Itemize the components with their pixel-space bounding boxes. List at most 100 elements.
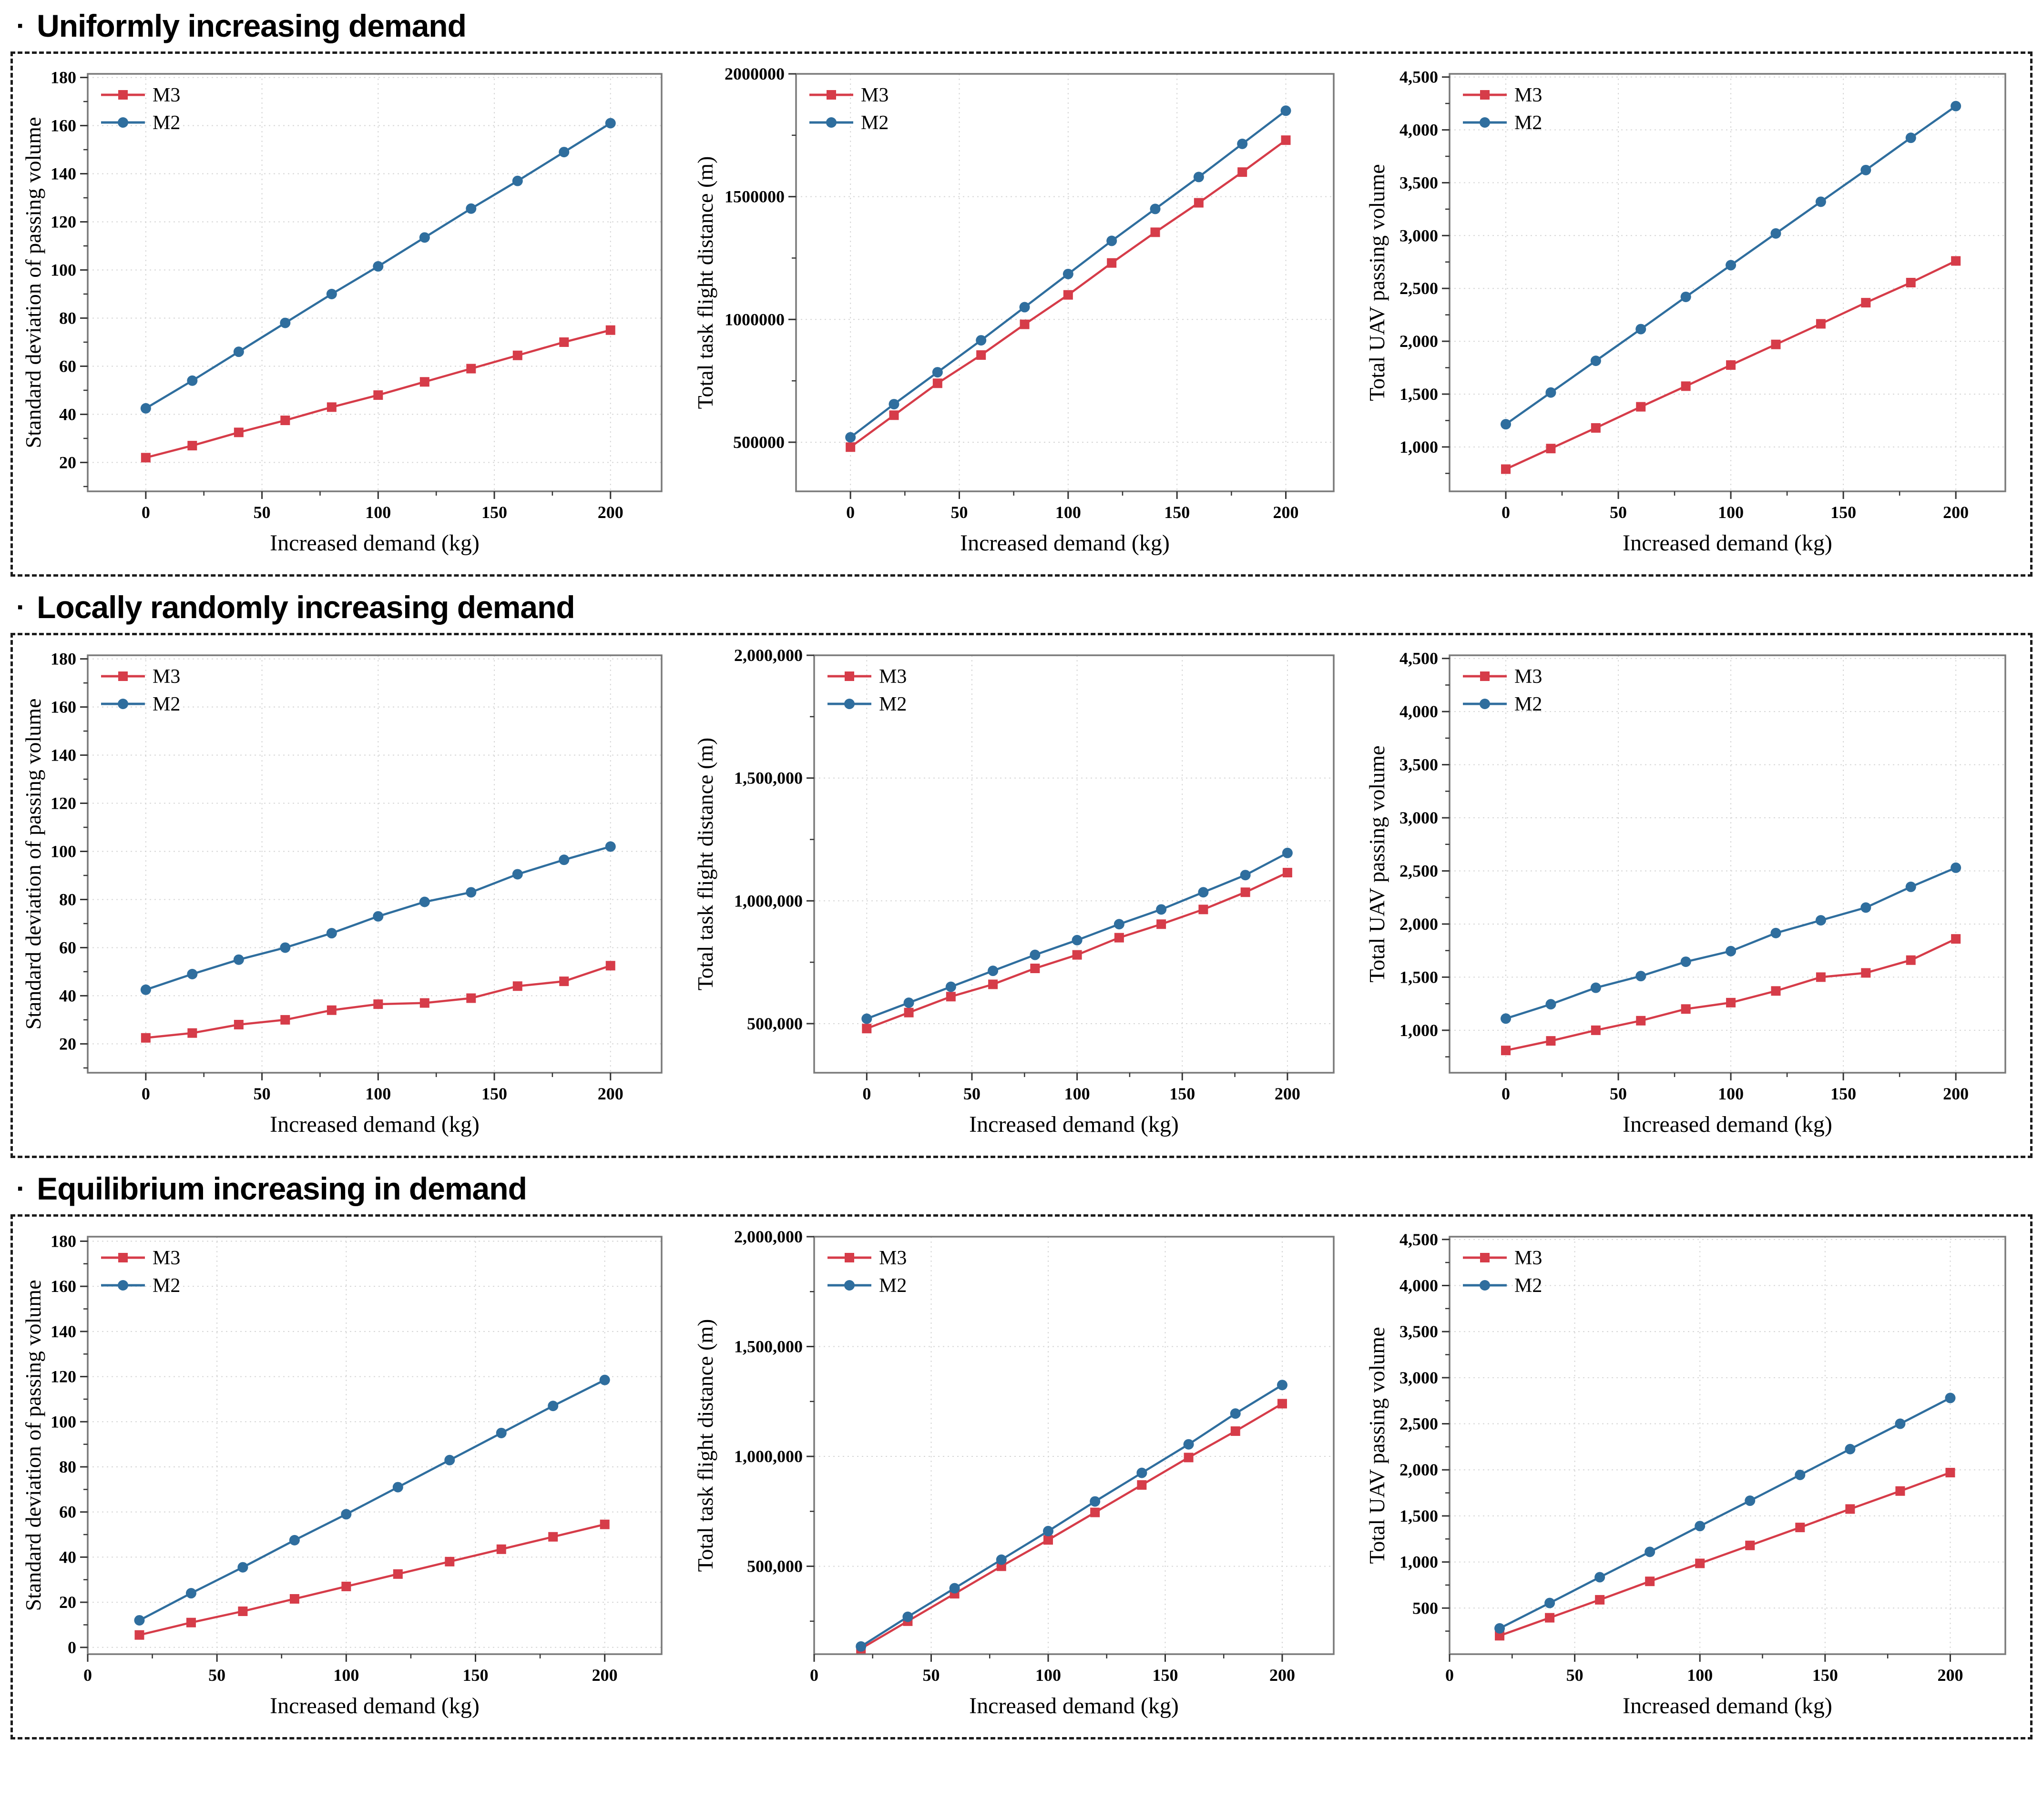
y-axis-title: Total UAV passing volume <box>1365 745 1389 982</box>
x-axis-title: Increased demand (kg) <box>960 530 1170 556</box>
y-axis-title: Standard deviation of passing volume <box>21 117 45 448</box>
y-tick-label: 180 <box>51 68 76 87</box>
grid <box>88 655 662 1073</box>
y-tick-label: 160 <box>51 116 76 135</box>
legend-label: M3 <box>1514 666 1542 688</box>
y-tick-label: 1,000 <box>1399 1553 1438 1572</box>
plot-frame <box>813 1236 1335 1655</box>
y-tick-label: 1,500,000 <box>734 769 803 788</box>
y-tick-label: 20 <box>59 453 76 472</box>
plot-frame <box>813 654 1335 1074</box>
y-tick-label: 0 <box>68 1638 76 1657</box>
x-tick-label: 50 <box>254 503 271 522</box>
chart-equilibrium-passing-volume: 0 50 100 150 200 500 1,000 1,500 2,000 2,500 3,000… <box>1363 1222 2023 1731</box>
chart-local-std-dev: 0 50 100 150 200 20 40 60 80 100 120 140 160 180 Incre… <box>20 641 680 1150</box>
bullet-icon: ▪ <box>17 598 23 616</box>
y-tick-label: 180 <box>51 650 76 669</box>
y-tick-label: 2,000 <box>1399 915 1438 934</box>
x-tick-label: 150 <box>1830 503 1856 522</box>
legend-label: M2 <box>1514 112 1542 134</box>
x-tick-label: 150 <box>1169 1084 1195 1103</box>
y-tick-label: 500000 <box>733 433 785 452</box>
chart-uniform-passing-volume: 0 50 100 150 200 1,000 1,500 2,000 2,500 3,000 3,5… <box>1363 60 2023 569</box>
y-tick-label: 2,500 <box>1399 279 1438 298</box>
section-title-local-random: ▪ Locally randomly increasing demand <box>14 589 2033 625</box>
chart-local-flight-distance: 0 50 100 150 200 500,000 1,000,000 1,500,000 2,0… <box>691 641 1352 1150</box>
page: ▪ Uniformly increasing demand 0 50 100 150 20… <box>10 8 2033 1739</box>
section-local-random: ▪ Locally randomly increasing demand 0 50 1… <box>10 589 2033 1158</box>
x-tick-label: 200 <box>1269 1666 1295 1685</box>
y-tick-label: 20 <box>59 1034 76 1053</box>
axes: 0 50 100 150 200 20 40 60 80 100 120 140 160 180 <box>51 68 623 522</box>
y-tick-label: 160 <box>51 698 76 717</box>
x-tick-label: 200 <box>598 503 623 522</box>
bullet-icon: ▪ <box>17 17 23 35</box>
y-tick-label: 60 <box>59 356 76 376</box>
bullet-icon: ▪ <box>17 1179 23 1198</box>
series-M2 <box>1501 862 1961 1024</box>
x-tick-label: 150 <box>1164 503 1190 522</box>
y-tick-label: 2,500 <box>1399 1414 1438 1434</box>
y-tick-label: 60 <box>59 1503 76 1522</box>
y-tick-label: 1500000 <box>725 187 785 206</box>
series-M3 <box>861 868 1292 1034</box>
y-tick-label: 180 <box>51 1231 76 1251</box>
axes: 0 50 100 150 200 500,000 1,000,000 1,500,000 2,0… <box>734 646 1300 1103</box>
plot-frame <box>795 73 1335 492</box>
x-tick-label: 0 <box>1502 1084 1510 1103</box>
y-tick-label: 1,000 <box>1399 437 1438 457</box>
x-tick-label: 150 <box>1812 1666 1838 1685</box>
legend-label: M2 <box>1514 693 1542 715</box>
x-axis-title: Increased demand (kg) <box>969 1693 1179 1718</box>
y-tick-label: 4,000 <box>1399 1276 1438 1295</box>
y-tick-label: 1,500 <box>1399 967 1438 986</box>
legend-label: M2 <box>861 112 889 134</box>
y-axis-title: Total UAV passing volume <box>1365 1327 1389 1564</box>
x-axis-title: Increased demand (kg) <box>270 1693 480 1718</box>
y-tick-label: 20 <box>59 1593 76 1612</box>
y-tick-label: 80 <box>59 308 76 327</box>
x-tick-label: 200 <box>592 1666 618 1685</box>
x-tick-label: 100 <box>1687 1666 1713 1685</box>
legend-label: M3 <box>153 84 180 106</box>
x-tick-label: 50 <box>922 1666 940 1685</box>
x-tick-label: 0 <box>1445 1666 1454 1685</box>
x-tick-label: 100 <box>1035 1666 1061 1685</box>
y-tick-label: 1,000 <box>1399 1021 1438 1040</box>
x-tick-label: 0 <box>810 1666 818 1685</box>
series-M3 <box>1501 256 1961 474</box>
x-tick-label: 0 <box>142 1084 150 1103</box>
y-tick-label: 120 <box>51 1367 76 1386</box>
y-axis-title: Standard deviation of passing volume <box>21 699 45 1030</box>
y-tick-label: 500,000 <box>747 1014 803 1033</box>
y-axis-title: Total task flight distance (m) <box>693 738 717 991</box>
y-tick-label: 3,000 <box>1399 808 1438 827</box>
x-tick-label: 150 <box>481 1084 507 1103</box>
series-M3 <box>1501 934 1961 1056</box>
y-tick-label: 100 <box>51 842 76 861</box>
legend-label: M2 <box>879 1275 907 1297</box>
plot-frame <box>87 1236 663 1655</box>
x-tick-label: 200 <box>1273 503 1298 522</box>
x-tick-label: 200 <box>1943 503 1969 522</box>
series-M3 <box>1495 1468 1955 1641</box>
x-tick-label: 0 <box>142 503 150 522</box>
x-tick-label: 150 <box>463 1666 489 1685</box>
legend-label: M3 <box>153 666 180 688</box>
x-tick-label: 150 <box>481 503 507 522</box>
x-tick-label: 100 <box>1055 503 1081 522</box>
y-tick-label: 120 <box>51 213 76 232</box>
x-tick-label: 150 <box>1830 1084 1856 1103</box>
section-title-text: Equilibrium increasing in demand <box>37 1171 527 1206</box>
plot-frame <box>1449 73 2006 492</box>
y-tick-label: 40 <box>59 986 76 1005</box>
section-title-equilibrium: ▪ Equilibrium increasing in demand <box>14 1170 2033 1207</box>
plot-frame <box>1449 1236 2006 1655</box>
series-M3 <box>845 135 1291 452</box>
x-tick-label: 50 <box>208 1666 225 1685</box>
x-tick-label: 100 <box>333 1666 359 1685</box>
legend-label: M2 <box>153 112 180 134</box>
